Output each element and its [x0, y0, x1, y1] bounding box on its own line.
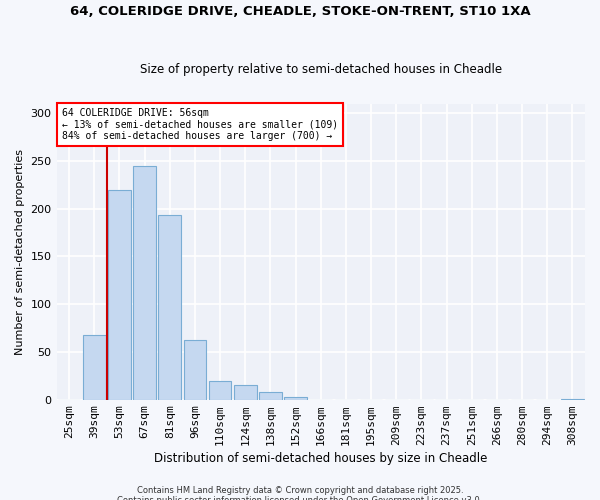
Text: 64 COLERIDGE DRIVE: 56sqm
← 13% of semi-detached houses are smaller (109)
84% of: 64 COLERIDGE DRIVE: 56sqm ← 13% of semi-… — [62, 108, 338, 141]
Y-axis label: Number of semi-detached properties: Number of semi-detached properties — [15, 148, 25, 354]
Bar — [284, 397, 307, 400]
Bar — [259, 392, 282, 400]
Bar — [209, 380, 232, 400]
X-axis label: Distribution of semi-detached houses by size in Cheadle: Distribution of semi-detached houses by … — [154, 452, 487, 465]
Text: Contains public sector information licensed under the Open Government Licence v3: Contains public sector information licen… — [118, 496, 482, 500]
Bar — [133, 166, 156, 400]
Text: 64, COLERIDGE DRIVE, CHEADLE, STOKE-ON-TRENT, ST10 1XA: 64, COLERIDGE DRIVE, CHEADLE, STOKE-ON-T… — [70, 5, 530, 18]
Text: Contains HM Land Registry data © Crown copyright and database right 2025.: Contains HM Land Registry data © Crown c… — [137, 486, 463, 495]
Bar — [108, 190, 131, 400]
Title: Size of property relative to semi-detached houses in Cheadle: Size of property relative to semi-detach… — [140, 63, 502, 76]
Bar — [158, 216, 181, 400]
Bar — [184, 340, 206, 400]
Bar — [83, 334, 106, 400]
Bar — [234, 386, 257, 400]
Bar — [561, 398, 584, 400]
